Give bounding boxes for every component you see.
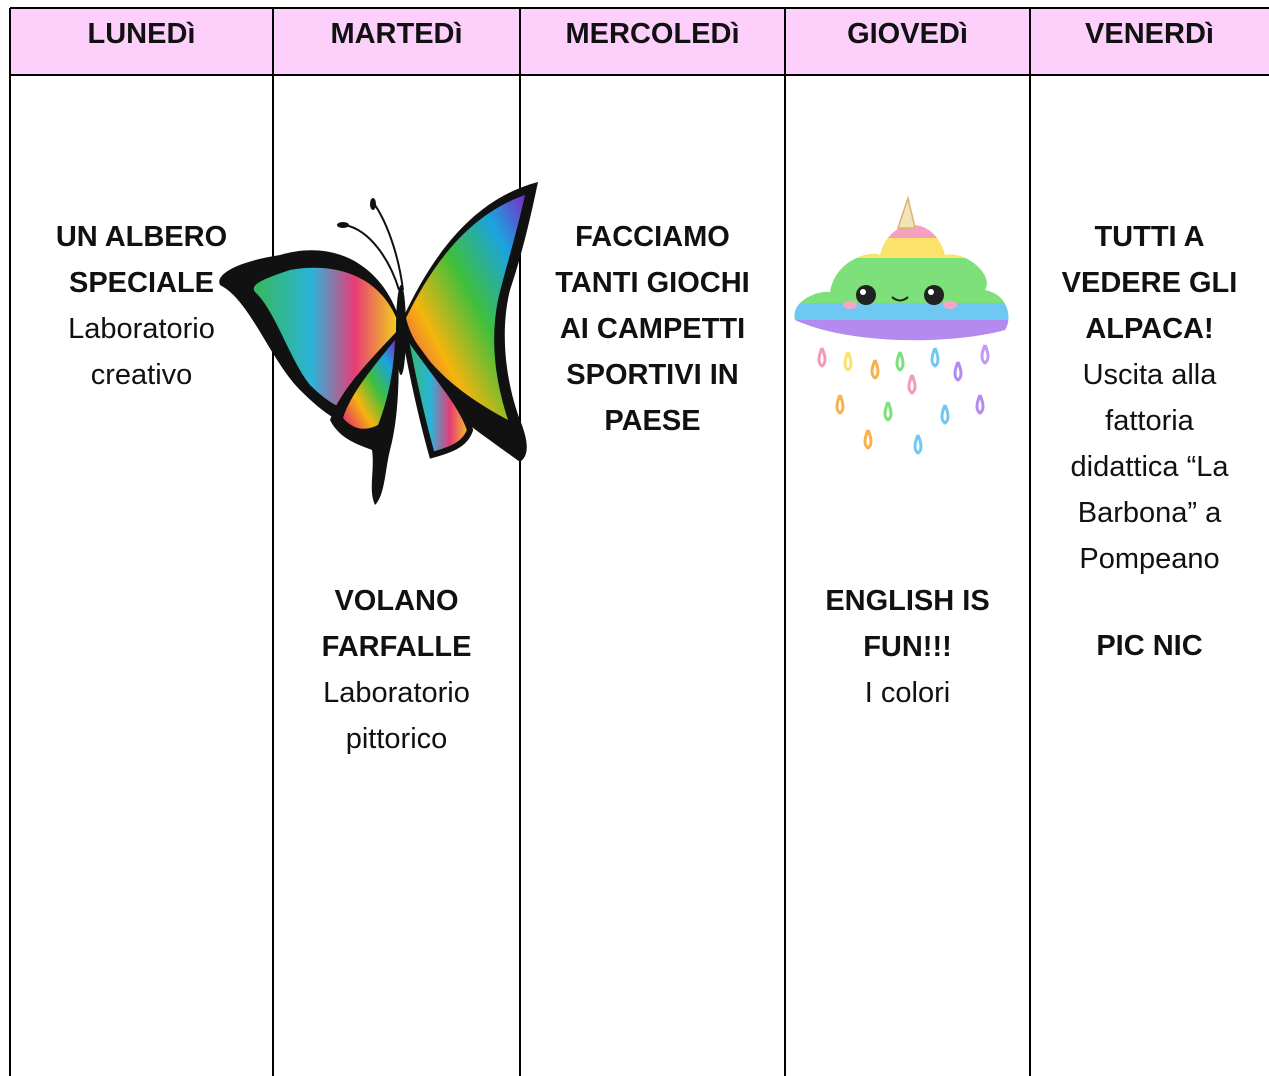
column-header: GIOVEDì bbox=[847, 18, 968, 50]
activity-description: creativo bbox=[90, 359, 193, 391]
activity-title: AI CAMPETTI bbox=[559, 313, 746, 345]
header-background bbox=[10, 8, 1269, 75]
activity-title: TUTTI A bbox=[1094, 221, 1205, 253]
activity-title: FUN!!! bbox=[863, 631, 952, 663]
activity-description: Laboratorio bbox=[68, 313, 215, 345]
activity-description: Pompeano bbox=[1079, 543, 1220, 575]
activity-title: SPECIALE bbox=[68, 267, 215, 299]
activity-description: fattoria bbox=[1105, 405, 1194, 437]
activity-description: Uscita alla bbox=[1082, 359, 1217, 391]
column-header: LUNEDì bbox=[87, 18, 196, 50]
activity-description: didattica “La bbox=[1070, 451, 1229, 483]
activity-title: TANTI GIOCHI bbox=[555, 267, 750, 299]
grid-lines bbox=[9, 7, 1269, 1076]
column-header: MARTEDì bbox=[330, 18, 463, 50]
activity-title: ALPACA! bbox=[1085, 313, 1214, 345]
activity-title: PAESE bbox=[604, 405, 701, 437]
activity-title: SPORTIVI IN bbox=[566, 359, 739, 391]
activity-title: VOLANO bbox=[334, 585, 459, 617]
activity-title: FARFALLE bbox=[321, 631, 472, 663]
activity-description: Laboratorio bbox=[323, 677, 470, 709]
activity-description: pittorico bbox=[345, 723, 448, 755]
activity-title: PIC NIC bbox=[1096, 630, 1203, 662]
activity-title: FACCIAMO bbox=[575, 221, 730, 253]
activity-title: ENGLISH IS bbox=[825, 585, 990, 617]
activity-description: Barbona” a bbox=[1077, 497, 1222, 529]
activity-title: UN ALBERO bbox=[55, 221, 228, 253]
column-header: MERCOLEDì bbox=[565, 18, 740, 50]
activity-title: VEDERE GLI bbox=[1061, 267, 1238, 299]
activity-description: I colori bbox=[864, 677, 951, 709]
column-header: VENERDì bbox=[1085, 18, 1214, 50]
